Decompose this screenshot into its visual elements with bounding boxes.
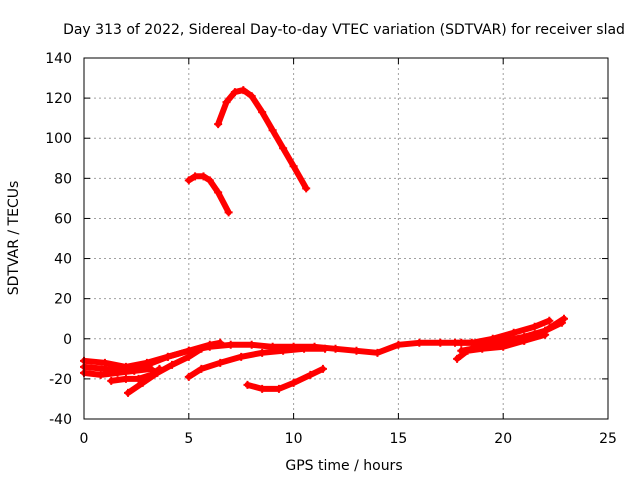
data-point [226,340,235,349]
data-point [289,162,298,171]
series-arc-high [215,87,310,192]
x-tick-label: 20 [494,431,512,447]
data-point [243,380,252,389]
data-point [268,126,277,135]
data-point [499,342,508,351]
data-point [488,334,497,343]
data-point [216,358,225,367]
x-tick-label: 25 [599,431,617,447]
data-point [247,340,256,349]
data-point [239,86,248,95]
x-tick-label: 15 [389,431,407,447]
data-point [302,184,311,193]
data-point [258,384,267,393]
x-tick-label: 5 [184,431,193,447]
y-tick-label: 140 [45,51,72,67]
data-point [197,344,206,353]
y-tick-label: 0 [63,332,72,348]
data-point [509,328,518,337]
data-point [450,338,459,347]
data-point [415,338,424,347]
data-point [113,368,122,377]
x-tick-label: 10 [285,431,303,447]
data-point [300,344,309,353]
plot-frame [83,57,609,420]
data-point [237,352,246,361]
data-point [138,378,147,387]
data-point [453,354,462,363]
data-point [279,144,288,153]
data-point [100,358,109,367]
data-point [478,344,487,353]
data-point [541,326,550,335]
x-axis-label: GPS time / hours [285,458,402,474]
data-point [124,388,133,397]
data-point [373,348,382,357]
y-tick-label: 100 [45,131,72,147]
data-point [394,340,403,349]
y-tick-label: 120 [45,91,72,107]
data-point [153,368,162,377]
data-point [318,364,327,373]
y-tick-label: -40 [49,412,72,428]
y-tick-label: 40 [54,252,72,268]
data-point [321,344,330,353]
data-point [279,346,288,355]
data-point [168,360,177,369]
data-point [96,370,105,379]
data-point [121,374,130,383]
data-point [222,98,231,107]
data-point [184,372,193,381]
data-point [258,108,267,117]
data-point [130,366,139,375]
data-point [214,120,223,129]
data-point [184,176,193,185]
x-tick-label: 0 [80,431,89,447]
data-point [142,358,151,367]
data-point [214,188,223,197]
data-point [289,378,298,387]
data-point [352,346,361,355]
data-point [199,172,208,181]
data-point [436,338,445,347]
data-point [205,340,214,349]
data-point [224,208,233,217]
data-point [258,348,267,357]
data-point [230,88,239,97]
data-point [184,352,193,361]
y-tick-label: -20 [49,372,72,388]
data-point [216,338,225,347]
data-point [134,374,143,383]
data-point [247,92,256,101]
data-point [306,370,315,379]
data-point [545,316,554,325]
tick-labels: 0 5 10 15 20 25 -40 -20 0 20 40 60 80 100 120 140 [45,51,617,447]
chart-title: Day 313 of 2022, Sidereal Day-to-day VTE… [63,22,625,38]
y-axis-label: SDTVAR / TECUs [6,181,22,296]
data-point [559,314,568,323]
grid [84,58,608,419]
data-point [191,172,200,181]
data-series [80,86,568,397]
data-point [520,336,529,345]
data-point [530,322,539,331]
data-point [107,376,116,385]
data-point [331,344,340,353]
y-tick-label: 60 [54,211,72,227]
y-tick-label: 20 [54,292,72,308]
data-point [163,352,172,361]
series-seg-low [185,345,328,380]
data-point [463,346,472,355]
series-seg-dip [125,345,205,396]
y-tick-label: 80 [54,171,72,187]
series-arc-mid [185,173,232,216]
data-point [467,338,476,347]
data-point [274,384,283,393]
data-point [205,176,214,185]
data-point [197,364,206,373]
